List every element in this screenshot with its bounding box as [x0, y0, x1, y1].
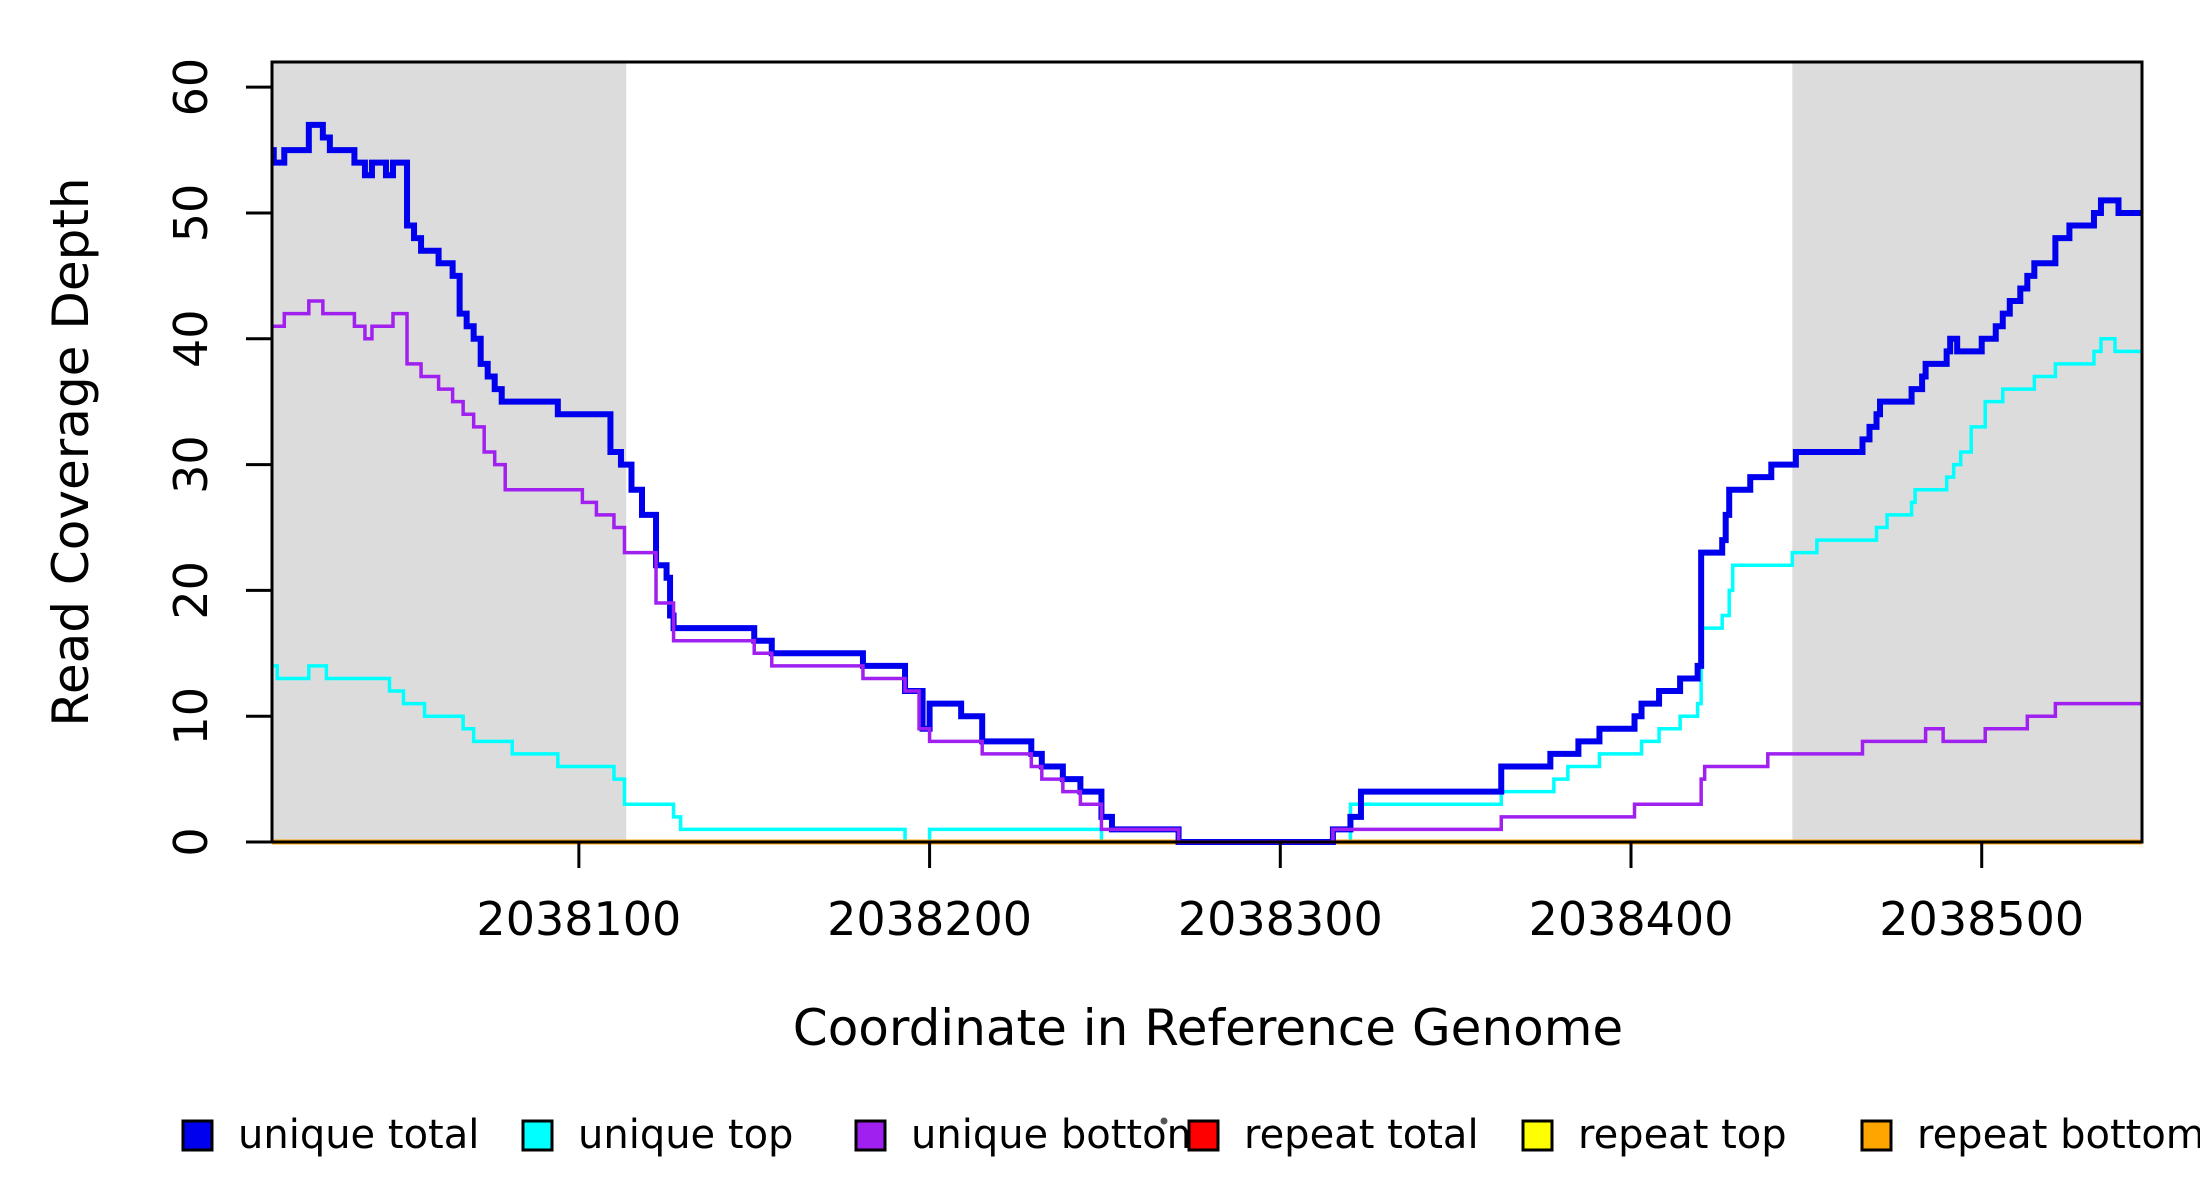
- legend-item-unique-bottom: unique bottom: [854, 1112, 1206, 1158]
- legend-label: unique bottom: [911, 1112, 1206, 1158]
- y-tick-label: 50: [164, 184, 218, 243]
- legend-label: unique total: [238, 1112, 479, 1158]
- plot-frame-layer: [270, 60, 2144, 844]
- legend-swatch-repeat-top: [1521, 1119, 1554, 1152]
- axis-ticks-layer: [246, 85, 1984, 868]
- y-tick-label: 10: [164, 687, 218, 746]
- y-tick-label: 60: [164, 58, 218, 117]
- legend: unique total unique top unique bottom repea…: [181, 1112, 2200, 1158]
- legend-label: unique top: [578, 1112, 793, 1158]
- y-tick-label: 20: [164, 561, 218, 620]
- x-tick-label: 2038100: [476, 892, 681, 946]
- legend-label: repeat total: [1244, 1112, 1479, 1158]
- legend-item-unique-total: unique total: [181, 1112, 479, 1158]
- y-tick-label: 40: [164, 310, 218, 369]
- x-tick-label: 2038500: [1879, 892, 2084, 946]
- x-tick-label: 2038200: [827, 892, 1032, 946]
- legend-swatch-unique-top: [521, 1119, 554, 1152]
- series-unique-bottom-line: [272, 299, 2142, 844]
- legend-swatch-unique-total: [181, 1119, 214, 1152]
- legend-swatch-repeat-bottom: [1860, 1119, 1893, 1152]
- stray-mark: [1160, 1117, 1168, 1125]
- legend-swatch-repeat-total: [1187, 1119, 1220, 1152]
- legend-label: repeat bottom: [1917, 1112, 2200, 1158]
- x-axis-title: Coordinate in Reference Genome: [793, 999, 1623, 1057]
- y-tick-label: 30: [164, 435, 218, 494]
- x-tick-label: 2038300: [1178, 892, 1383, 946]
- legend-item-repeat-total: repeat total: [1187, 1112, 1479, 1158]
- series-unique-top-line: [272, 337, 2142, 844]
- axis-tick-labels-layer: 2038100 2038200 2038300 2038400 2038500 0 10 20…: [164, 58, 2084, 946]
- legend-item-unique-top: unique top: [521, 1112, 793, 1158]
- legend-label: repeat top: [1578, 1112, 1787, 1158]
- shaded-region: [272, 62, 627, 842]
- x-tick-label: 2038400: [1529, 892, 1734, 946]
- legend-item-repeat-bottom: repeat bottom: [1860, 1112, 2200, 1158]
- legend-item-repeat-top: repeat top: [1521, 1112, 1787, 1158]
- plot-border: [270, 60, 2144, 844]
- legend-swatch-unique-bottom: [854, 1119, 887, 1152]
- y-tick-label: 0: [164, 827, 218, 856]
- y-axis-title: Read Coverage Depth: [42, 177, 100, 726]
